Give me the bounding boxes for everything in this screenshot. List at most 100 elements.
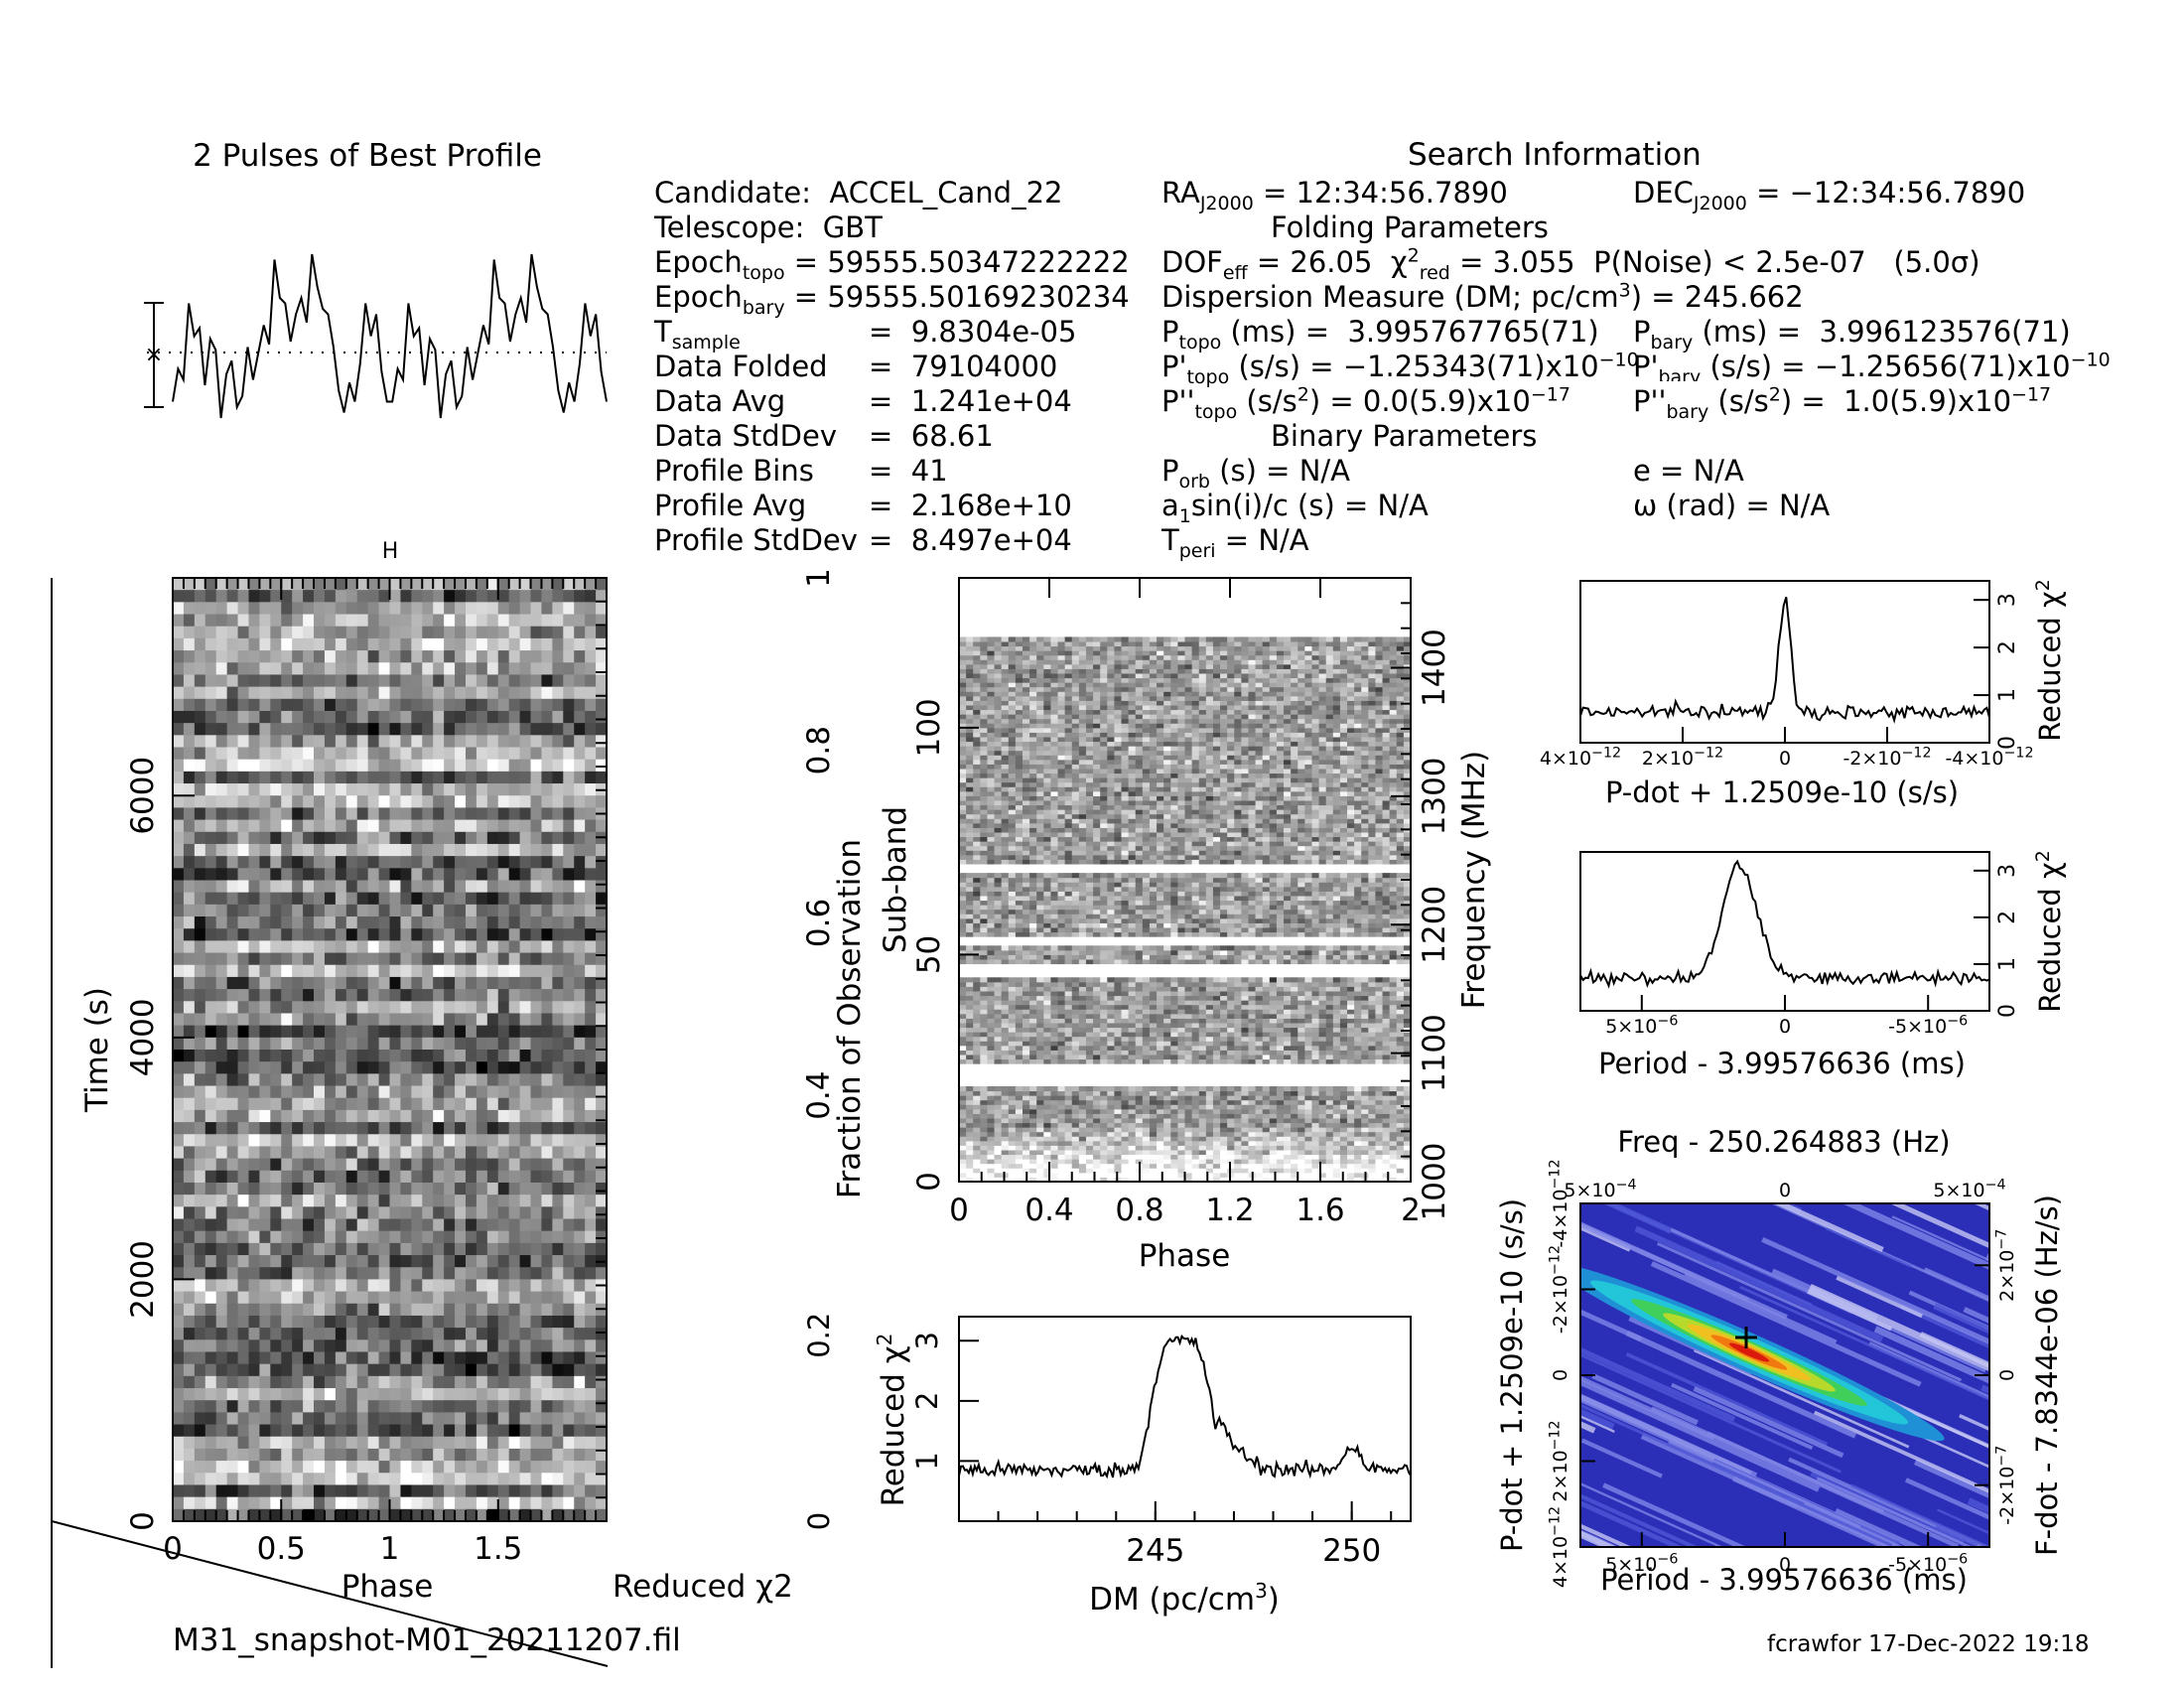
time-phase-cell xyxy=(563,783,575,796)
time-phase-cell xyxy=(389,795,402,809)
time-phase-cell xyxy=(248,940,261,954)
subband-phase-cell xyxy=(987,1041,996,1047)
subband-phase-cell xyxy=(1121,1045,1130,1051)
subband-phase-cell xyxy=(1085,1055,1094,1060)
time-phase-cell xyxy=(455,1351,467,1365)
time-phase-cell xyxy=(455,1436,467,1450)
time-phase-cell xyxy=(411,1158,423,1172)
time-phase-cell xyxy=(367,1109,380,1123)
subband-phase-cell xyxy=(1347,1145,1355,1151)
time-phase-cell xyxy=(270,1001,282,1015)
time-phase-cell xyxy=(508,1001,521,1015)
time-phase-cell xyxy=(281,795,293,809)
time-phase-cell xyxy=(530,1206,543,1220)
time-phase-cell xyxy=(226,1448,239,1462)
time-phase-cell xyxy=(335,1001,347,1015)
time-phase-cell xyxy=(552,795,564,809)
time-phase-cell xyxy=(574,747,586,761)
subband-phase-cell xyxy=(1198,1108,1207,1114)
time-phase-cell xyxy=(389,904,402,917)
time-phase-cell xyxy=(237,819,250,833)
subband-phase-cell xyxy=(1149,1145,1158,1151)
time-phase-cell xyxy=(574,1315,586,1329)
time-phase-cell xyxy=(411,1001,423,1015)
time-phase-cell xyxy=(433,771,445,784)
subband-phase-cell xyxy=(1304,1086,1312,1092)
subband-phase-cell xyxy=(1347,1127,1355,1133)
time-phase-cell xyxy=(574,1037,586,1051)
subband-phase-cell xyxy=(1029,1127,1037,1133)
time-phase-cell xyxy=(215,1363,228,1377)
time-phase-cell xyxy=(433,1448,445,1462)
time-phase-cell xyxy=(259,1339,271,1353)
time-phase-cell xyxy=(519,843,532,857)
subband-phase-cell xyxy=(1227,1041,1235,1047)
time-phase-cell xyxy=(226,602,239,616)
time-phase-cell xyxy=(574,1230,586,1244)
time-phase-cell xyxy=(173,1085,185,1099)
subband-phase-cell xyxy=(1177,1045,1185,1051)
time-phase-cell xyxy=(345,856,358,869)
subband-phase-cell xyxy=(1191,1050,1200,1055)
time-phase-cell xyxy=(411,843,423,857)
time-phase-cell xyxy=(465,1134,478,1148)
time-phase-cell xyxy=(183,686,196,700)
time-phase-cell xyxy=(281,723,293,736)
time-phase-cell xyxy=(519,1061,532,1074)
subband-phase-cell xyxy=(987,1036,996,1042)
time-phase-cell xyxy=(281,819,293,833)
subband-phase-cell xyxy=(1347,1050,1355,1055)
time-phase-cell xyxy=(378,928,391,941)
subband-phase-cell xyxy=(1339,1050,1348,1055)
subband-phase-cell xyxy=(973,1136,981,1142)
time-phase-cell xyxy=(486,1206,499,1220)
subband-phase-cell xyxy=(1107,1118,1115,1124)
time-phase-cell xyxy=(205,747,217,761)
time-phase-cell xyxy=(335,916,347,929)
time-phase-cell xyxy=(433,1328,445,1340)
time-phase-cell xyxy=(259,1375,271,1389)
time-phase-cell xyxy=(596,590,608,603)
time-phase-cell xyxy=(574,1412,586,1426)
time-phase-cell xyxy=(530,1242,543,1256)
subband-phase-cell xyxy=(1262,1104,1271,1110)
time-phase-cell xyxy=(356,1085,369,1099)
subband-phase-cell xyxy=(994,1150,1003,1156)
time-phase-cell xyxy=(508,1242,521,1256)
time-phase-cell xyxy=(215,759,228,773)
time-phase-cell xyxy=(411,747,423,761)
subband-phase-cell xyxy=(1114,1099,1123,1105)
subband-phase-cell xyxy=(1107,1113,1115,1119)
time-phase-cell xyxy=(205,1508,217,1522)
time-phase-cell xyxy=(541,1291,553,1305)
time-phase-cell xyxy=(574,868,586,882)
subband-phase-cell xyxy=(1057,1104,1066,1110)
time-phase-cell xyxy=(314,1037,326,1051)
time-phase-cell xyxy=(465,843,478,857)
subband-phase-cell xyxy=(1043,1099,1051,1105)
subband-phase-cell xyxy=(1198,1163,1207,1169)
time-phase-cell xyxy=(574,662,586,676)
subband-phase-cell xyxy=(1297,1090,1305,1096)
time-phase-cell xyxy=(530,602,543,616)
time-phase-cell xyxy=(205,662,217,676)
subband-phase-cell xyxy=(1078,1090,1087,1096)
subband-phase-cell xyxy=(1177,1177,1185,1183)
subband-phase-cell xyxy=(1022,1050,1030,1055)
time-phase-cell xyxy=(248,1255,261,1268)
subband-phase-cell xyxy=(1255,1086,1264,1092)
time-phase-cell xyxy=(455,637,467,651)
subband-phase-cell xyxy=(1212,1163,1221,1169)
subband-phase-cell xyxy=(1177,1104,1185,1110)
time-phase-cell xyxy=(367,1351,380,1365)
time-phase-cell xyxy=(508,1473,521,1486)
subband-phase-cell xyxy=(1325,1118,1334,1124)
subband-phase-cell xyxy=(1064,1095,1073,1101)
subband-phase-cell xyxy=(1234,1045,1242,1051)
subband-phase-cell xyxy=(1311,1163,1320,1169)
time-phase-cell xyxy=(563,686,575,700)
subband-phase-cell xyxy=(1057,1131,1066,1137)
time-phase-cell xyxy=(226,1230,239,1244)
subband-phase-cell xyxy=(1100,1172,1108,1178)
time-phase-cell xyxy=(281,1508,293,1522)
